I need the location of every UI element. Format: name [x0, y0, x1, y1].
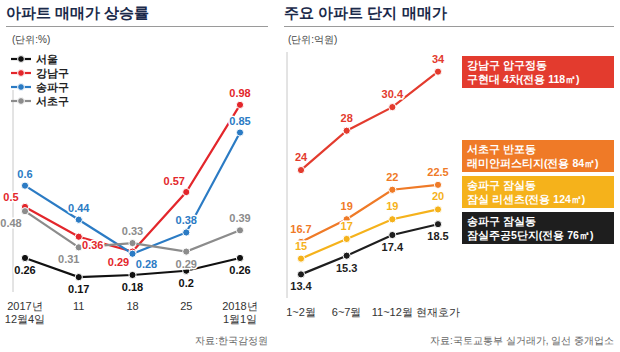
- svg-text:0.6: 0.6: [17, 168, 32, 180]
- svg-text:16.7: 16.7: [290, 223, 311, 235]
- html-text:주요 아파트 단지 매매가: 주요 아파트 단지 매매가: [284, 4, 447, 21]
- html-text:자료:국토교통부 실거래가, 일선 중개업소: 자료:국토교통부 실거래가, 일선 중개업소: [430, 335, 614, 346]
- svg-text:0.5: 0.5: [3, 191, 18, 203]
- svg-text:0.28: 0.28: [136, 258, 157, 270]
- svg-text:17: 17: [341, 220, 353, 232]
- svg-text:34: 34: [432, 53, 445, 65]
- html-text:아파트 매매가 상승률: 아파트 매매가 상승률: [6, 4, 150, 21]
- svg-text:0.38: 0.38: [176, 214, 197, 226]
- svg-text:24: 24: [295, 151, 308, 163]
- svg-text:0.98: 0.98: [229, 87, 250, 99]
- svg-text:30.4: 30.4: [382, 88, 404, 100]
- svg-text:0.31: 0.31: [58, 253, 79, 265]
- html-text:강남구: 강남구: [36, 66, 69, 79]
- svg-text:19: 19: [341, 200, 353, 212]
- html-text:잠실 리센츠(전용 124㎡): 잠실 리센츠(전용 124㎡): [467, 193, 586, 205]
- svg-text:22: 22: [386, 171, 398, 183]
- html-text:송파구 잠실동: 송파구 잠실동: [467, 179, 536, 191]
- svg-text:0.48: 0.48: [0, 217, 21, 229]
- html-text:서초구: 서초구: [36, 94, 69, 107]
- html-text:서초구 반포동: 서초구 반포동: [467, 143, 536, 155]
- svg-text:0.26: 0.26: [14, 264, 35, 276]
- html-text:(단위:%): (단위:%): [12, 34, 51, 45]
- svg-text:0.29: 0.29: [108, 256, 129, 268]
- html-text:자료:한국감정원: 자료:한국감정원: [195, 335, 268, 346]
- svg-text:0.26: 0.26: [229, 264, 250, 276]
- html-text:구현대 4차(전용 118㎡): 구현대 4차(전용 118㎡): [467, 73, 580, 85]
- svg-text:22.5: 22.5: [427, 166, 448, 178]
- svg-text:15.3: 15.3: [336, 262, 357, 274]
- svg-text:0.85: 0.85: [229, 115, 250, 127]
- svg-text:11~12월: 11~12월: [372, 306, 413, 318]
- html-text:강남구 압구정동: 강남구 압구정동: [467, 59, 547, 71]
- svg-text:13.4: 13.4: [290, 280, 312, 292]
- html-text:래미안퍼스티지(전용 84㎡): 래미안퍼스티지(전용 84㎡): [467, 157, 599, 169]
- html-text:송파구 잠실동: 송파구 잠실동: [467, 215, 536, 227]
- svg-text:25: 25: [180, 300, 192, 312]
- svg-text:0.2: 0.2: [179, 277, 194, 289]
- svg-text:0.33: 0.33: [122, 225, 143, 237]
- svg-text:11: 11: [73, 300, 84, 312]
- svg-text:0.36: 0.36: [82, 239, 103, 251]
- svg-text:18.5: 18.5: [427, 230, 448, 242]
- svg-text:현재호가: 현재호가: [416, 306, 460, 318]
- svg-text:20: 20: [432, 190, 444, 202]
- html-text:잠실주공5단지(전용 76㎡): 잠실주공5단지(전용 76㎡): [467, 229, 594, 241]
- svg-text:6~7월: 6~7월: [332, 306, 362, 318]
- svg-text:1~2월: 1~2월: [286, 306, 316, 318]
- svg-text:0.44: 0.44: [68, 202, 90, 214]
- html-text:송파구: 송파구: [36, 80, 69, 93]
- svg-text:28: 28: [341, 112, 353, 124]
- html-text:서울: 서울: [36, 52, 58, 65]
- svg-text:0.17: 0.17: [68, 283, 89, 295]
- svg-text:18: 18: [126, 300, 138, 312]
- svg-text:17.4: 17.4: [382, 241, 404, 253]
- svg-text:2017년12월4일: 2017년12월4일: [5, 300, 45, 325]
- svg-text:2018년1월1일: 2018년1월1일: [222, 300, 257, 325]
- svg-text:0.39: 0.39: [229, 212, 250, 224]
- svg-text:15: 15: [295, 240, 307, 252]
- svg-text:19: 19: [386, 200, 398, 212]
- svg-text:0.57: 0.57: [164, 175, 185, 187]
- svg-text:0.29: 0.29: [176, 258, 197, 270]
- html-text:(단위:억원): (단위:억원): [288, 34, 338, 45]
- svg-text:0.18: 0.18: [122, 281, 143, 293]
